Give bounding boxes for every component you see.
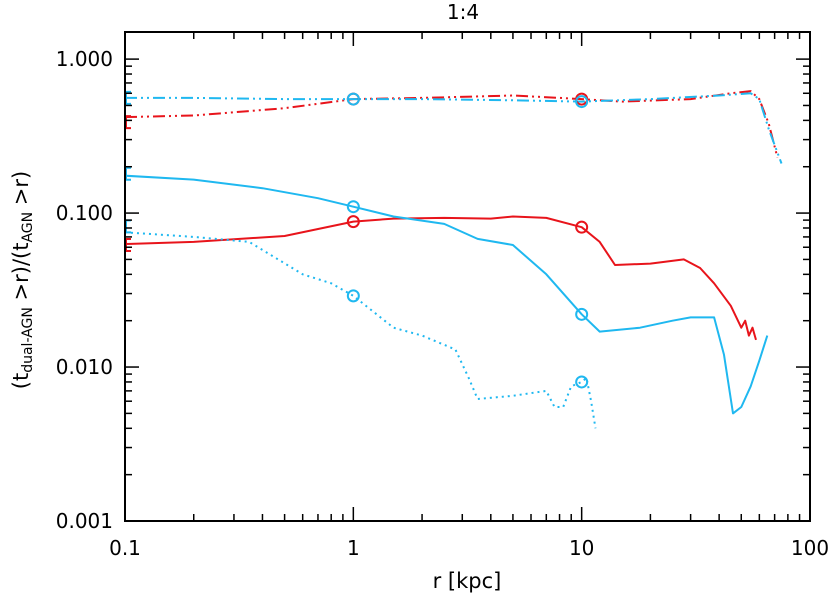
- y-axis-label: (tdual-AGN >r)/(tAGN >r): [9, 171, 36, 389]
- x-axis-label: r [kpc]: [433, 569, 502, 593]
- y-axis-label-close: >r): [9, 171, 33, 212]
- x-tick-label: 10: [569, 536, 594, 560]
- series-line-cyan-dotted: [124, 231, 597, 429]
- circle-marker-cyan-dotted: [575, 375, 589, 389]
- series-line-red-solid: [124, 215, 757, 341]
- x-tick-label: 0.1: [109, 536, 141, 560]
- x-tick-label: 100: [791, 536, 829, 560]
- y-axis-label-mid: >r)/(t: [9, 243, 33, 308]
- marker-layer: [125, 90, 589, 389]
- circle-marker-cyan-solid: [575, 307, 589, 321]
- chart-title: 1:4: [447, 0, 479, 24]
- tick-layer: [125, 32, 810, 521]
- y-tick-label: 1.000: [56, 47, 113, 71]
- y-axis-label-sub-dual-agn: dual-AGN: [20, 307, 36, 373]
- series-layer: [124, 90, 783, 429]
- circle-marker-cyan-solid: [346, 200, 360, 214]
- x-tick-label: 1: [347, 536, 360, 560]
- circle-marker-cyan-dotted: [346, 289, 360, 303]
- y-axis-label-sub-agn: AGN: [20, 212, 36, 243]
- y-axis-label-open: (t: [9, 373, 33, 389]
- plot-frame: [124, 31, 811, 522]
- series-line-cyan-dashdotdot: [125, 92, 783, 164]
- edge-marker-cyan: [125, 166, 131, 181]
- tick-label-layer: 0.1 1 10 100 0.001 0.010 0.100 1.000: [56, 47, 829, 560]
- y-tick-label: 0.100: [56, 201, 113, 225]
- circle-marker-cyan-dashdotdot: [346, 92, 360, 106]
- series-line-cyan-solid: [124, 174, 769, 415]
- circle-marker-red-solid: [346, 215, 360, 229]
- y-tick-label: 0.001: [56, 509, 113, 533]
- circle-marker-cyan-dashdotdot: [575, 95, 589, 109]
- edge-marker-red: [125, 238, 131, 253]
- edge-marker-cyan: [125, 219, 131, 234]
- series-line-red-dashdotdot: [124, 90, 779, 158]
- y-tick-label: 0.010: [56, 355, 113, 379]
- circle-marker-red-solid: [575, 220, 589, 234]
